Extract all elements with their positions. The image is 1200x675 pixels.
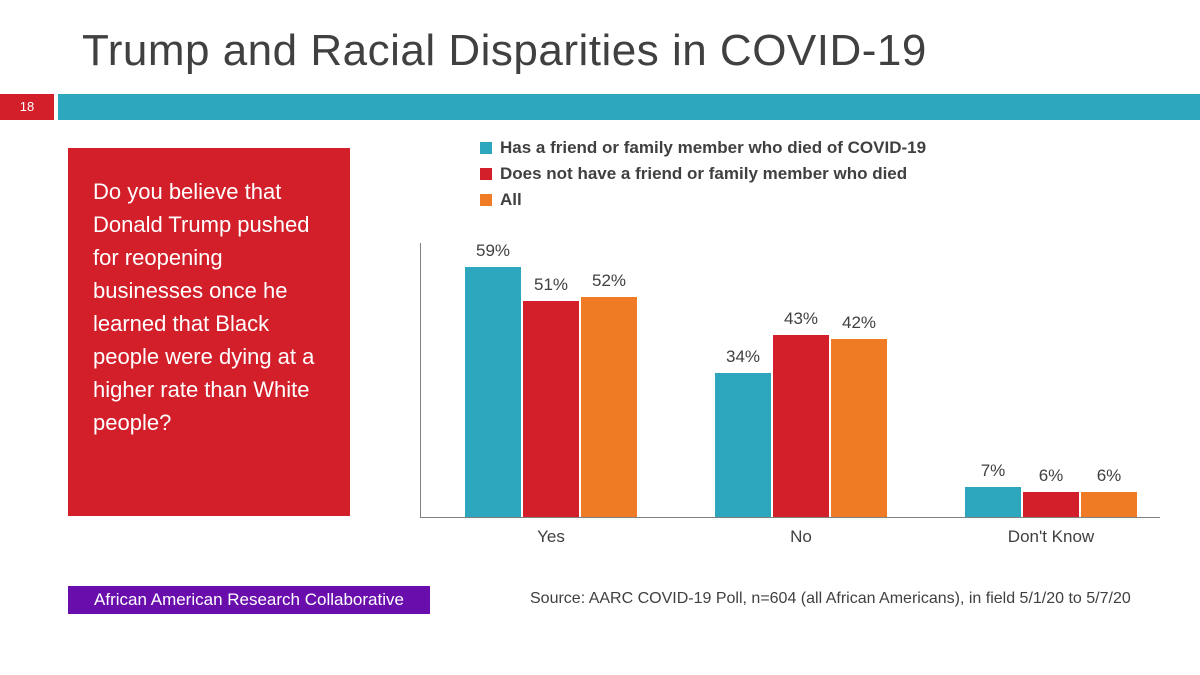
page-title: Trump and Racial Disparities in COVID-19	[82, 26, 927, 76]
title-underline	[58, 94, 1200, 120]
page-number-badge: 18	[0, 94, 54, 120]
legend-swatch	[480, 142, 492, 154]
bar	[523, 301, 579, 517]
chart-plot-area: 59%51%52%Yes 34%43%42%No 7%6%6%Don't Know	[420, 243, 1160, 518]
bar	[1023, 492, 1079, 517]
bar-group: 59%51%52%Yes	[461, 267, 641, 517]
bar-wrap: 59%	[465, 267, 521, 517]
bar	[715, 373, 771, 517]
legend-swatch	[480, 168, 492, 180]
survey-question-box: Do you believe that Donald Trump pushed …	[68, 148, 350, 516]
bar-group: 7%6%6%Don't Know	[961, 487, 1141, 517]
survey-question-text: Do you believe that Donald Trump pushed …	[93, 179, 314, 435]
bar	[465, 267, 521, 517]
bar-chart: Has a friend or family member who died o…	[390, 138, 1170, 568]
chart-legend: Has a friend or family member who died o…	[480, 138, 926, 216]
bar-value-label: 43%	[784, 309, 818, 329]
source-citation: Source: AARC COVID-19 Poll, n=604 (all A…	[530, 590, 1131, 608]
category-label: Don't Know	[961, 527, 1141, 547]
category-label: Yes	[461, 527, 641, 547]
bar-value-label: 51%	[534, 275, 568, 295]
bar-group: 34%43%42%No	[711, 335, 891, 517]
bar	[581, 297, 637, 517]
bar-wrap: 34%	[715, 373, 771, 517]
legend-item: Has a friend or family member who died o…	[480, 138, 926, 158]
organization-badge: African American Research Collaborative	[68, 586, 430, 614]
bar-wrap: 51%	[523, 301, 579, 517]
bar-value-label: 42%	[842, 313, 876, 333]
bar	[773, 335, 829, 517]
bar-value-label: 59%	[476, 241, 510, 261]
legend-label: Has a friend or family member who died o…	[500, 138, 926, 158]
bar-wrap: 6%	[1023, 492, 1079, 517]
bar	[1081, 492, 1137, 517]
bar-wrap: 42%	[831, 339, 887, 517]
legend-label: All	[500, 190, 522, 210]
bar-value-label: 6%	[1097, 466, 1122, 486]
bar-value-label: 6%	[1039, 466, 1064, 486]
bar-value-label: 7%	[981, 461, 1006, 481]
bar-value-label: 34%	[726, 347, 760, 367]
bar-value-label: 52%	[592, 271, 626, 291]
legend-label: Does not have a friend or family member …	[500, 164, 907, 184]
bar-wrap: 52%	[581, 297, 637, 517]
legend-item: All	[480, 190, 926, 210]
bar-wrap: 43%	[773, 335, 829, 517]
bar	[831, 339, 887, 517]
category-label: No	[711, 527, 891, 547]
legend-swatch	[480, 194, 492, 206]
bar-wrap: 6%	[1081, 492, 1137, 517]
bar	[965, 487, 1021, 517]
bar-wrap: 7%	[965, 487, 1021, 517]
legend-item: Does not have a friend or family member …	[480, 164, 926, 184]
